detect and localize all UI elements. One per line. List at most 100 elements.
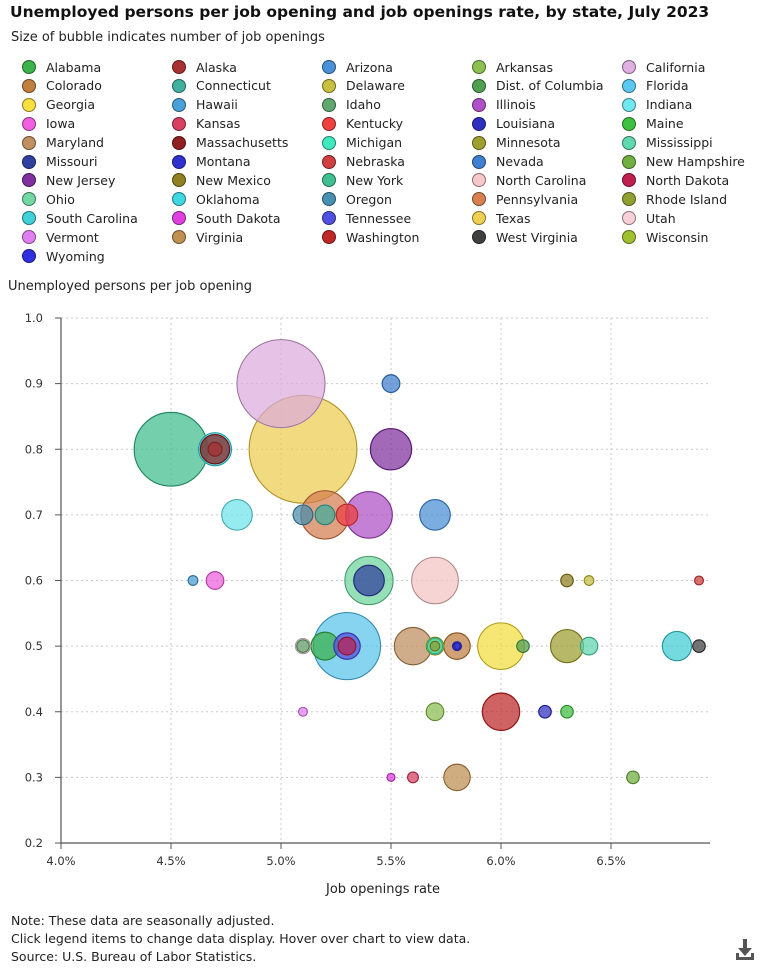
legend-item-indiana[interactable]: Indiana bbox=[622, 96, 692, 114]
bubble-idaho[interactable] bbox=[296, 639, 310, 653]
bubble-north-dakota[interactable] bbox=[337, 636, 357, 656]
legend-item-new-jersey[interactable]: New Jersey bbox=[22, 171, 115, 189]
legend-item-colorado[interactable]: Colorado bbox=[22, 77, 102, 95]
bubble-outline bbox=[419, 499, 451, 531]
bubble-iowa[interactable] bbox=[205, 571, 225, 590]
bubble-new-mexico[interactable] bbox=[560, 573, 574, 588]
legend-item-wisconsin[interactable]: Wisconsin bbox=[622, 228, 708, 246]
legend-item-oregon[interactable]: Oregon bbox=[322, 190, 392, 208]
legend-item-kansas[interactable]: Kansas bbox=[172, 115, 240, 133]
legend-item-pennsylvania[interactable]: Pennsylvania bbox=[472, 190, 578, 208]
legend-item-new-hampshire[interactable]: New Hampshire bbox=[622, 153, 745, 171]
bubble-connecticut[interactable] bbox=[314, 504, 336, 526]
legend-item-new-york[interactable]: New York bbox=[322, 171, 403, 189]
legend-item-south-dakota[interactable]: South Dakota bbox=[172, 209, 281, 227]
bubble-south-carolina[interactable] bbox=[661, 630, 693, 662]
legend-item-alaska[interactable]: Alaska bbox=[172, 58, 237, 76]
bubble-alaska[interactable] bbox=[207, 441, 223, 457]
legend-label: Iowa bbox=[46, 116, 76, 132]
bubble-kansas[interactable] bbox=[406, 771, 420, 784]
bubble-nebraska[interactable] bbox=[693, 575, 705, 586]
legend-item-oklahoma[interactable]: Oklahoma bbox=[172, 190, 260, 208]
legend-item-idaho[interactable]: Idaho bbox=[322, 96, 381, 114]
bubble-north-carolina[interactable] bbox=[411, 556, 459, 605]
bubble-mississippi[interactable] bbox=[579, 636, 599, 656]
bubble-wyoming[interactable] bbox=[453, 642, 461, 650]
bubble-oregon[interactable] bbox=[292, 504, 314, 526]
legend-item-washington[interactable]: Washington bbox=[322, 228, 419, 246]
legend-item-south-carolina[interactable]: South Carolina bbox=[22, 209, 138, 227]
bubble-washington[interactable] bbox=[481, 692, 521, 732]
legend-item-vermont[interactable]: Vermont bbox=[22, 228, 99, 246]
legend-item-north-carolina[interactable]: North Carolina bbox=[472, 171, 586, 189]
bubble-rhode-island[interactable] bbox=[429, 640, 441, 652]
legend-item-maine[interactable]: Maine bbox=[622, 115, 684, 133]
legend-item-florida[interactable]: Florida bbox=[622, 77, 689, 95]
legend-item-virginia[interactable]: Virginia bbox=[172, 228, 243, 246]
legend-item-minnesota[interactable]: Minnesota bbox=[472, 134, 561, 152]
bubble-louisiana[interactable] bbox=[538, 704, 552, 719]
legend-item-west-virginia[interactable]: West Virginia bbox=[472, 228, 578, 246]
legend-item-mississippi[interactable]: Mississippi bbox=[622, 134, 713, 152]
bubble-dist-of-columbia[interactable] bbox=[516, 639, 530, 653]
legend-item-kentucky[interactable]: Kentucky bbox=[322, 115, 403, 133]
bubble-vermont[interactable] bbox=[297, 706, 309, 717]
legend-item-ohio[interactable]: Ohio bbox=[22, 190, 75, 208]
bubble-west-virginia[interactable] bbox=[692, 639, 706, 653]
legend-item-nevada[interactable]: Nevada bbox=[472, 153, 544, 171]
bubble-delaware[interactable] bbox=[583, 575, 595, 586]
bubble-outline bbox=[426, 638, 444, 655]
legend-item-montana[interactable]: Montana bbox=[172, 153, 251, 171]
legend-item-dist-of-columbia[interactable]: Dist. of Columbia bbox=[472, 77, 604, 95]
legend-item-rhode-island[interactable]: Rhode Island bbox=[622, 190, 727, 208]
bubble-indiana[interactable] bbox=[221, 498, 253, 531]
legend-item-illinois[interactable]: Illinois bbox=[472, 96, 536, 114]
bubble-outline bbox=[411, 556, 459, 605]
bubble-new-jersey[interactable] bbox=[369, 427, 413, 471]
legend-item-missouri[interactable]: Missouri bbox=[22, 153, 97, 171]
legend-label: Ohio bbox=[46, 191, 75, 207]
bubble-outline bbox=[429, 640, 441, 652]
bubble-missouri[interactable] bbox=[353, 564, 385, 597]
bubble-outline bbox=[292, 504, 314, 526]
legend-label: Mississippi bbox=[646, 135, 713, 151]
bubble-outline bbox=[560, 705, 574, 719]
legend-label: Montana bbox=[196, 154, 251, 169]
legend-item-north-dakota[interactable]: North Dakota bbox=[622, 171, 729, 189]
legend-item-massachusetts[interactable]: Massachusetts bbox=[172, 134, 288, 152]
legend-item-maryland[interactable]: Maryland bbox=[22, 134, 104, 152]
legend-item-utah[interactable]: Utah bbox=[622, 209, 676, 227]
bubble-nevada[interactable] bbox=[381, 374, 401, 394]
bubble-kentucky[interactable] bbox=[335, 503, 359, 527]
legend-label: Washington bbox=[346, 229, 420, 245]
legend-swatch bbox=[322, 230, 336, 245]
legend-item-alabama[interactable]: Alabama bbox=[22, 58, 101, 76]
legend-item-louisiana[interactable]: Louisiana bbox=[472, 115, 555, 133]
bubble-california[interactable] bbox=[236, 338, 326, 429]
legend-label: Utah bbox=[646, 210, 676, 226]
bubble-arkansas[interactable] bbox=[425, 702, 445, 722]
legend-item-connecticut[interactable]: Connecticut bbox=[172, 77, 271, 95]
legend-item-michigan[interactable]: Michigan bbox=[322, 134, 402, 152]
legend-item-texas[interactable]: Texas bbox=[472, 209, 531, 227]
legend-item-nebraska[interactable]: Nebraska bbox=[322, 153, 405, 171]
legend-item-georgia[interactable]: Georgia bbox=[22, 96, 95, 114]
download-icon[interactable] bbox=[734, 937, 756, 963]
bubble-south-dakota[interactable] bbox=[386, 772, 396, 782]
legend-item-wyoming[interactable]: Wyoming bbox=[22, 247, 105, 265]
legend-item-delaware[interactable]: Delaware bbox=[322, 77, 405, 95]
legend-item-new-mexico[interactable]: New Mexico bbox=[172, 171, 271, 189]
legend-item-tennessee[interactable]: Tennessee bbox=[322, 209, 411, 227]
bubble-chart[interactable]: 0.2 0.3 0.4 0.5 0.6 0.7 0.8 0.9 1.0 4.0% 4.5% 5.0% 5… bbox=[0, 300, 769, 870]
bubble-new-hampshire[interactable] bbox=[626, 770, 640, 785]
bubble-maine[interactable] bbox=[560, 704, 574, 719]
legend-item-california[interactable]: California bbox=[622, 58, 705, 76]
legend-item-iowa[interactable]: Iowa bbox=[22, 115, 75, 133]
bubble-arizona[interactable] bbox=[419, 498, 451, 531]
bubble-virginia[interactable] bbox=[443, 763, 471, 792]
bubble-hawaii[interactable] bbox=[187, 575, 199, 586]
legend-item-hawaii[interactable]: Hawaii bbox=[172, 96, 238, 114]
legend-label: Florida bbox=[646, 78, 689, 94]
legend-item-arkansas[interactable]: Arkansas bbox=[472, 58, 553, 76]
legend-item-arizona[interactable]: Arizona bbox=[322, 58, 393, 76]
